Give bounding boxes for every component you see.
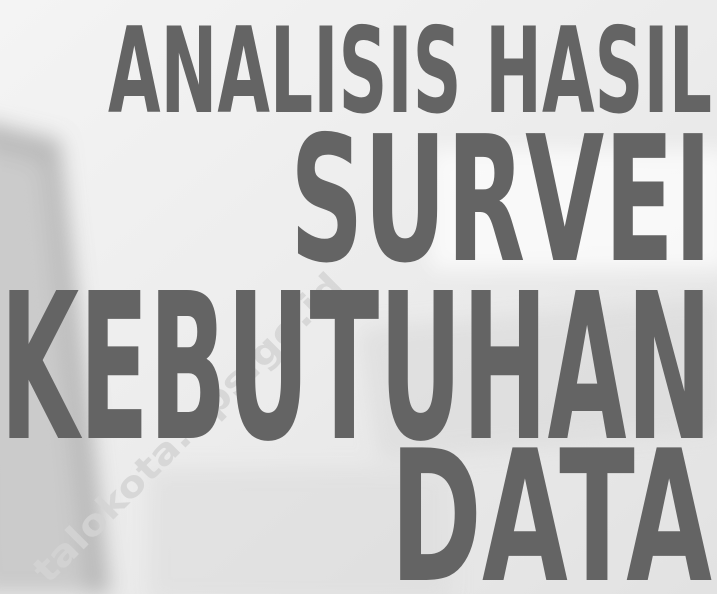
- title-line: DATA: [390, 411, 712, 594]
- cover: talokota.bps.go.id ANALISIS HASIL SURVEI…: [0, 0, 717, 594]
